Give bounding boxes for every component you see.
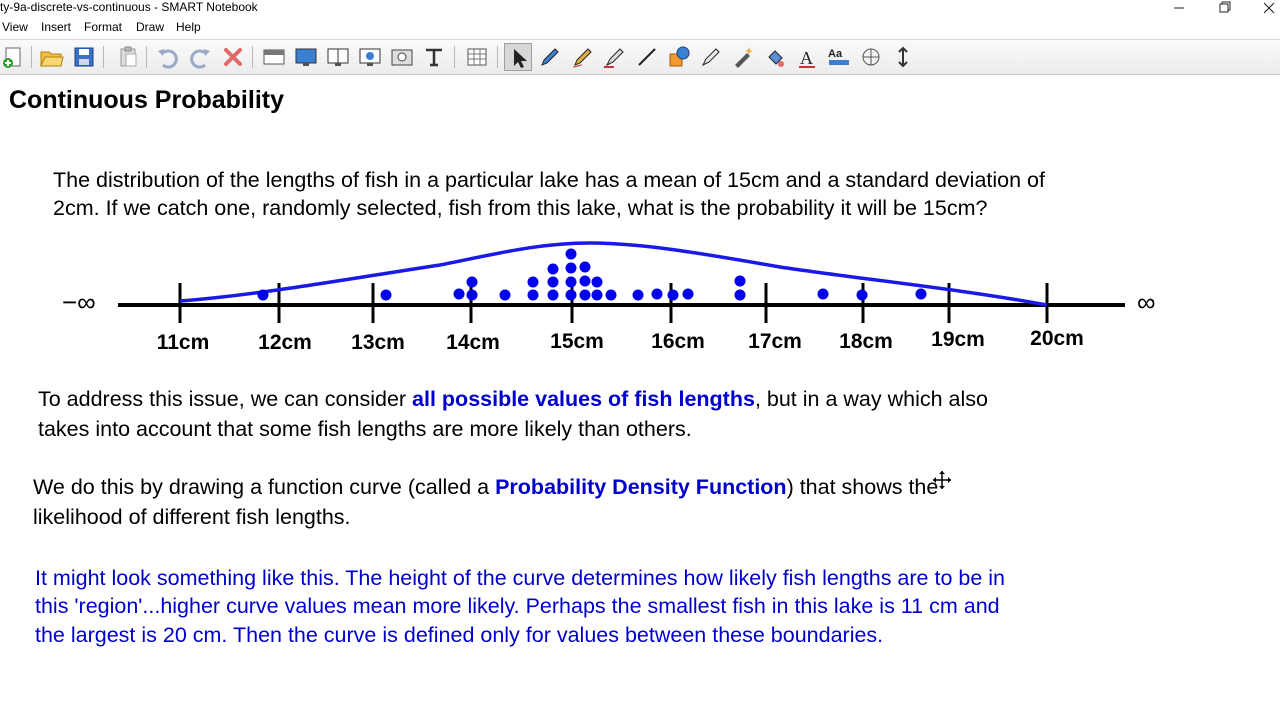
capture-icon[interactable] (356, 43, 384, 71)
tick-label: 12cm (258, 331, 312, 354)
toolbar-separator (252, 46, 253, 68)
paragraph-2-line-2: likelihood of different fish lengths. (33, 505, 351, 529)
paste-icon[interactable] (114, 43, 142, 71)
insert-media-icon[interactable] (388, 43, 416, 71)
properties-icon[interactable]: Aa (825, 43, 853, 71)
distribution-diagram: −∞ ∞ 11cm 12cm 13cm 14cm 15cm 16cm 17cm … (0, 235, 1280, 360)
negative-infinity-label: −∞ (62, 287, 96, 317)
tick-label: 13cm (351, 331, 405, 354)
open-folder-icon[interactable] (37, 43, 65, 71)
menu-help[interactable]: Help (176, 20, 201, 34)
svg-text:A: A (800, 48, 813, 68)
text-icon[interactable]: A (793, 43, 821, 71)
paragraph-1-line-1: To address this issue, we can consider a… (38, 385, 988, 414)
screen-shade-icon[interactable] (260, 43, 288, 71)
paragraph-1-text: , but in a way which also (754, 387, 988, 411)
menu-format[interactable]: Format (84, 20, 123, 34)
table-icon[interactable] (463, 43, 491, 71)
toolbar: A Aa (0, 39, 1280, 75)
shapes-icon[interactable] (665, 43, 693, 71)
sample-dots (257, 248, 927, 301)
question-line-2: 2cm. If we catch one, randomly selected,… (53, 196, 988, 220)
menu-draw[interactable]: Draw (136, 20, 165, 34)
notebook-page[interactable]: Continuous Probability The distribution … (0, 75, 1280, 720)
toolbar-separator (497, 46, 498, 68)
delete-icon[interactable] (219, 43, 247, 71)
close-icon[interactable] (1248, 0, 1280, 17)
tick-label: 15cm (550, 330, 604, 353)
menu-view[interactable]: View (2, 20, 28, 34)
paragraph-2-line-1: We do this by drawing a function curve (… (33, 473, 938, 502)
tick-label: 17cm (748, 330, 802, 353)
paragraph-2-text: We do this by drawing a function curve (… (33, 475, 496, 499)
tick-label: 14cm (446, 331, 500, 354)
tick-label: 16cm (651, 330, 705, 353)
emphasis-all-possible-values: all possible values of fish lengths (412, 387, 755, 411)
dual-page-icon[interactable] (324, 43, 352, 71)
positive-infinity-label: ∞ (1137, 287, 1156, 317)
move-cursor-icon (933, 471, 951, 489)
move-toolbar-icon[interactable] (889, 43, 917, 71)
text-tool-icon[interactable] (420, 43, 448, 71)
tick-label: 20cm (1030, 327, 1084, 350)
menu-bar: View Insert Format Draw Help (0, 18, 1280, 37)
diagram-graphic (118, 241, 1125, 323)
paragraph-1-text: To address this issue, we can consider (38, 387, 413, 411)
question-line-1: The distribution of the lengths of fish … (53, 168, 1045, 192)
restore-icon[interactable] (1202, 0, 1248, 17)
fill-icon[interactable] (761, 43, 789, 71)
line-icon[interactable] (633, 43, 661, 71)
toolbar-separator (103, 46, 104, 68)
magic-pen-icon[interactable] (729, 43, 757, 71)
page-title: Continuous Probability (9, 86, 284, 114)
redo-icon[interactable] (186, 43, 214, 71)
toolbar-separator (146, 46, 147, 68)
toolbar-separator (454, 46, 455, 68)
svg-text:Aa: Aa (828, 48, 843, 60)
toolbar-separator (31, 46, 32, 68)
emphasis-pdf: Probability Density Function (495, 475, 787, 499)
minimize-icon[interactable] (1156, 0, 1202, 17)
title-bar: ty-9a-discrete-vs-continuous - SMART Not… (0, 0, 1280, 17)
density-curve (179, 241, 1048, 307)
window-title: ty-9a-discrete-vs-continuous - SMART Not… (0, 0, 258, 14)
paragraph-3-line-3: the largest is 20 cm. Then the curve is … (35, 623, 884, 647)
paragraph-3-line-1: It might look something like this. The h… (35, 566, 1005, 590)
pen-icon[interactable] (536, 43, 564, 71)
save-icon[interactable] (70, 43, 98, 71)
tick-label: 11cm (156, 331, 210, 354)
paragraph-3-line-2: this 'region'...higher curve values mean… (35, 594, 1000, 618)
highlighter-icon[interactable] (601, 43, 629, 71)
eraser-icon[interactable] (697, 43, 725, 71)
measurement-icon[interactable] (857, 43, 885, 71)
creative-pen-icon[interactable] (569, 43, 597, 71)
tick-label: 18cm (839, 330, 893, 353)
tick-label: 19cm (931, 328, 985, 351)
new-page-icon[interactable] (0, 43, 28, 71)
undo-icon[interactable] (154, 43, 182, 71)
full-screen-icon[interactable] (292, 43, 320, 71)
paragraph-1-line-2: takes into account that some fish length… (38, 417, 692, 441)
select-arrow-icon[interactable] (504, 43, 532, 71)
paragraph-2-text: ) that shows the (786, 475, 939, 499)
menu-insert[interactable]: Insert (41, 20, 72, 34)
